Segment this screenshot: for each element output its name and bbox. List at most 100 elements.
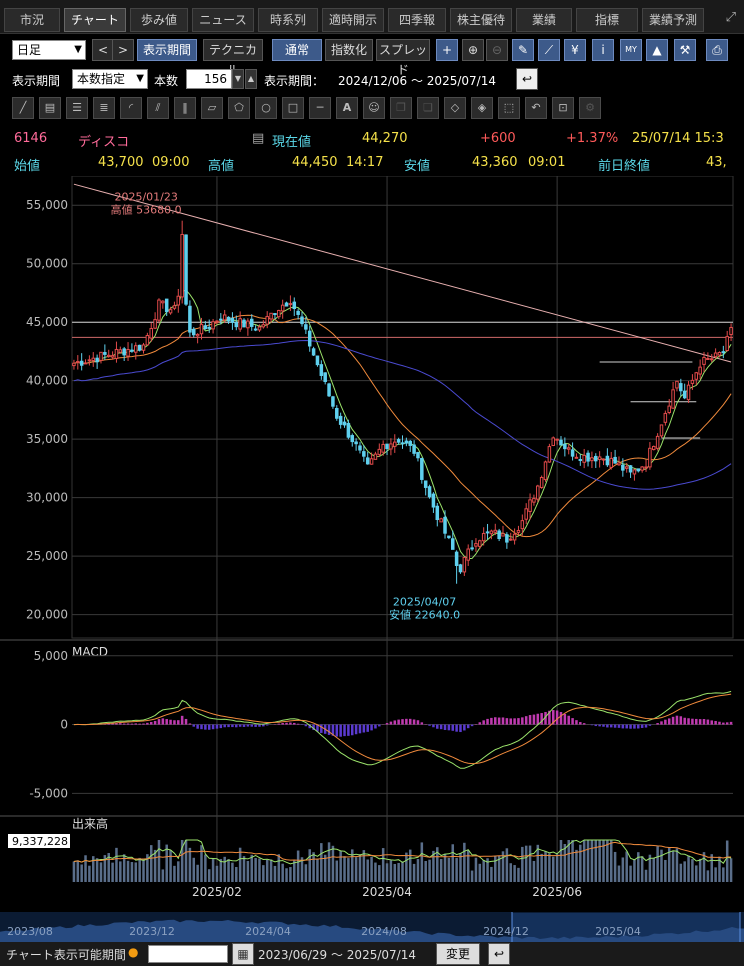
macd-histogram-bar <box>316 724 319 732</box>
display-period-label: 表示期間 <box>12 74 61 88</box>
range-value: 2024/12/06 ～ 2025/07/14 <box>338 74 496 88</box>
rect-tool-icon[interactable]: □ <box>282 97 304 119</box>
volume-bar <box>548 853 551 882</box>
ma-long-line <box>73 339 732 490</box>
macd-histogram-bar <box>582 723 586 725</box>
macd-histogram-bar <box>609 724 613 728</box>
spread-button[interactable]: スプレッド <box>376 39 430 77</box>
navigator[interactable]: 2023/08 2023/12 2024/04 2024/08 2024/12 2025/… <box>0 912 744 942</box>
macd-histogram-bar <box>613 724 617 728</box>
copy-tool-icon[interactable]: ❐ <box>390 97 412 119</box>
wrench-icon[interactable]: ⚒ <box>674 39 696 61</box>
candle-body <box>230 317 235 323</box>
return-icon[interactable]: ↩ <box>488 943 510 965</box>
lock-tool-icon[interactable]: ⊡ <box>552 97 574 119</box>
candle-body <box>675 380 679 389</box>
change-button[interactable]: 変更 <box>436 943 480 965</box>
high-value: 44,450 <box>292 155 338 170</box>
erase-all-tool-icon[interactable]: ◈ <box>471 97 493 119</box>
pencil-icon[interactable]: ✎ <box>512 39 534 61</box>
chart-area[interactable]: 55,000 50,000 45,000 40,000 35,000 30,000 25,0… <box>0 175 744 911</box>
volume-bar <box>281 863 284 882</box>
stock-chart[interactable]: 55,000 50,000 45,000 40,000 35,000 30,000 25,0… <box>0 175 744 911</box>
volume-bar <box>397 862 400 882</box>
macd-histogram-bar <box>331 724 335 736</box>
volume-bar <box>532 860 536 882</box>
hline-tool-icon[interactable]: ─ <box>309 97 331 119</box>
select-tool-icon[interactable]: ⬚ <box>498 97 520 119</box>
macd-histogram-bar <box>173 720 176 725</box>
print-icon[interactable]: ⎙ <box>706 39 728 61</box>
volume-bar <box>640 856 644 882</box>
paste-tool-icon[interactable]: ❏ <box>417 97 439 119</box>
tab-earnings[interactable]: 業績 <box>516 8 572 32</box>
tab-timeseries[interactable]: 時系列 <box>258 8 318 32</box>
eraser-tool-icon[interactable]: ◇ <box>444 97 466 119</box>
return-icon[interactable]: ↩ <box>516 68 538 90</box>
candle-body <box>725 336 729 351</box>
info-icon[interactable]: i <box>592 39 614 61</box>
technical-button[interactable]: テクニカル <box>203 39 263 77</box>
tab-news[interactable]: ニュース <box>192 8 254 32</box>
macd-histogram-bar <box>621 724 625 729</box>
crosshair-icon[interactable]: + <box>436 39 458 61</box>
arc-tool-icon[interactable]: ◜ <box>120 97 142 119</box>
tab-market[interactable]: 市況 <box>4 8 60 32</box>
volume-bar <box>258 858 261 882</box>
candle-body <box>478 540 482 547</box>
period-select[interactable]: 日足 ▼ <box>12 40 86 60</box>
zoom-out-icon[interactable]: ⊖ <box>486 39 508 61</box>
display-period-button[interactable]: 表示期間 <box>137 39 197 61</box>
index-button[interactable]: 指数化 <box>325 39 373 61</box>
smiley-tool-icon[interactable]: ☺ <box>363 97 385 119</box>
circle-tool-icon[interactable]: ○ <box>255 97 277 119</box>
macd-histogram-bar <box>250 724 254 727</box>
macd-histogram-bar <box>494 717 497 725</box>
channel-tool-icon[interactable]: ▱ <box>201 97 223 119</box>
text-tool-icon[interactable]: A <box>336 97 358 119</box>
caret-down-icon: ▼ <box>136 73 144 84</box>
tab-forecast[interactable]: 業績予測 <box>642 8 704 32</box>
next-button[interactable]: > <box>112 39 134 61</box>
macd-histogram-bar <box>606 724 609 728</box>
volume-bar <box>664 859 667 882</box>
spin-down-icon[interactable]: ▼ <box>232 69 244 89</box>
yen-icon[interactable]: ¥ <box>564 39 586 61</box>
volume-bar <box>273 865 277 882</box>
tab-indicators[interactable]: 指標 <box>576 8 638 32</box>
expand-icon[interactable]: ⤢ <box>725 10 736 25</box>
tab-benefits[interactable]: 株主優待 <box>450 8 512 32</box>
spin-up-icon[interactable]: ▲ <box>245 69 257 89</box>
display-period-select[interactable]: 本数指定 ▼ <box>72 69 148 89</box>
macd-histogram-bar <box>629 724 632 729</box>
pentagon-tool-icon[interactable]: ⬠ <box>228 97 250 119</box>
ruler-tool-icon[interactable]: ▤ <box>39 97 61 119</box>
candle-pattern-icon[interactable]: ⟋ <box>538 39 560 61</box>
zoom-in-icon[interactable]: ⊕ <box>462 39 484 61</box>
tab-shikiho[interactable]: 四季報 <box>388 8 446 32</box>
macd-histogram-bar <box>312 724 315 730</box>
tab-disclosure[interactable]: 適時開示 <box>322 8 384 32</box>
area-chart-icon[interactable]: ▲ <box>646 39 668 61</box>
undo-tool-icon[interactable]: ↶ <box>525 97 547 119</box>
candle-body <box>385 443 389 450</box>
volume-bar <box>660 849 663 882</box>
fan-tool-icon[interactable]: ⫽ <box>147 97 169 119</box>
calendar-icon[interactable]: ▦ <box>232 943 254 965</box>
volume-bar <box>602 840 605 882</box>
macd-histogram-bar <box>687 718 690 725</box>
tab-ticks[interactable]: 歩み値 <box>130 8 188 32</box>
fib-tool-icon[interactable]: ≣ <box>93 97 115 119</box>
hlines-tool-icon[interactable]: ☰ <box>66 97 88 119</box>
volume-bar <box>729 858 733 882</box>
line-tool-icon[interactable]: ╱ <box>12 97 34 119</box>
tab-chart[interactable]: チャート <box>64 8 126 32</box>
vlines-tool-icon[interactable]: ‖ <box>174 97 196 119</box>
normal-button[interactable]: 通常 <box>272 39 322 61</box>
my-chart-icon[interactable]: MY <box>620 39 642 61</box>
settings-tool-icon[interactable]: ⚙ <box>579 97 601 119</box>
volume-bar <box>92 856 95 882</box>
count-input[interactable]: 156 <box>186 69 232 89</box>
prev-button[interactable]: < <box>92 39 114 61</box>
period-start-input[interactable] <box>148 945 228 963</box>
